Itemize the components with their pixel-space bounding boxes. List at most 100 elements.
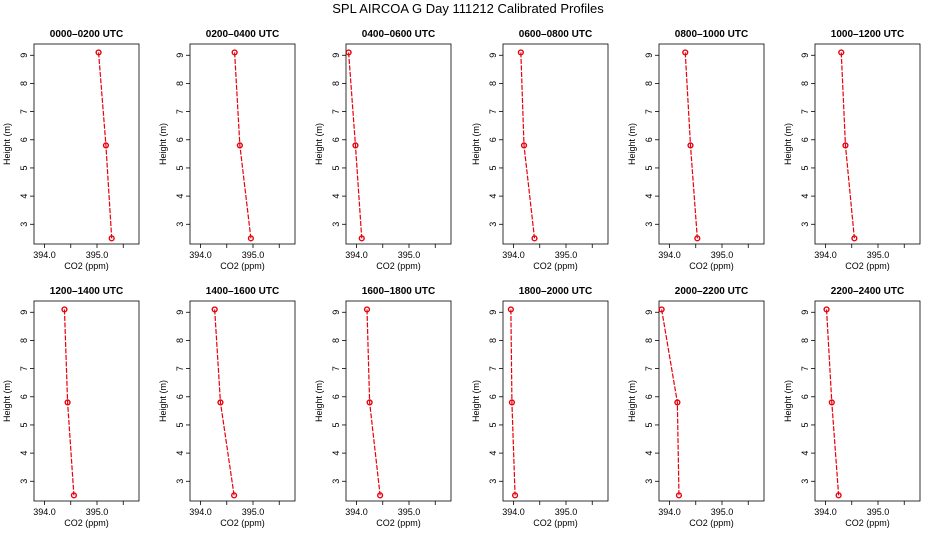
plot-frame — [502, 300, 609, 502]
profile-line — [214, 309, 235, 496]
plot-frame — [33, 43, 140, 245]
y-tick-label: 5 — [19, 165, 29, 170]
plot-frame — [814, 300, 921, 502]
y-axis-label: Height (m) — [158, 123, 168, 165]
y-tick-label: 9 — [800, 310, 810, 315]
y-tick-label: 5 — [488, 165, 498, 170]
y-tick-label: 8 — [644, 81, 654, 86]
panel: 2000–2200 UTC 3 4 5 6 7 8 9 Height (m) 394.0 395.0… — [627, 286, 765, 528]
profile-line — [840, 52, 855, 239]
y-axis-label: Height (m) — [314, 123, 324, 165]
profile-line — [348, 52, 363, 239]
x-tick-label: 395.0 — [867, 507, 890, 517]
y-tick-label: 8 — [800, 338, 810, 343]
y-tick-label: 3 — [488, 222, 498, 227]
y-tick-label: 7 — [19, 109, 29, 114]
x-tick-label: 395.0 — [86, 507, 109, 517]
x-tick-label: 394.0 — [345, 507, 368, 517]
data-point — [345, 49, 352, 56]
panel-title: 1400–1600 UTC — [206, 286, 279, 297]
y-tick-label: 4 — [331, 194, 341, 199]
panel: 0400–0600 UTC 3 4 5 6 7 8 9 Height (m) 394.0 395.0… — [314, 29, 452, 271]
y-tick-label: 8 — [644, 338, 654, 343]
data-point — [835, 492, 842, 499]
y-tick-label: 4 — [175, 451, 185, 456]
x-axis-label: CO2 (ppm) — [64, 261, 109, 271]
panel-title: 1000–1200 UTC — [831, 29, 904, 40]
panel: 0200–0400 UTC 3 4 5 6 7 8 9 Height (m) 394.0 395.0… — [158, 29, 296, 271]
y-tick-label: 5 — [19, 422, 29, 427]
y-tick-label: 5 — [800, 165, 810, 170]
data-point — [217, 399, 224, 406]
y-tick-label: 6 — [800, 137, 810, 142]
y-tick-label: 9 — [800, 53, 810, 58]
panel-title: 2200–2400 UTC — [831, 286, 904, 297]
y-tick-label: 4 — [644, 451, 654, 456]
data-point — [842, 142, 849, 149]
panel-title: 0800–1000 UTC — [675, 29, 748, 40]
panels-group: 0000–0200 UTC 3 4 5 6 7 8 9 Height (m) 394.0 395.0… — [2, 29, 921, 528]
y-tick-label: 3 — [175, 222, 185, 227]
y-tick-label: 3 — [19, 479, 29, 484]
y-tick-label: 6 — [488, 394, 498, 399]
y-tick-label: 5 — [644, 165, 654, 170]
y-tick-label: 7 — [488, 109, 498, 114]
y-tick-label: 6 — [19, 137, 29, 142]
data-point — [687, 142, 694, 149]
profile-line — [97, 52, 113, 239]
y-tick-label: 9 — [331, 310, 341, 315]
x-tick-label: 394.0 — [814, 507, 837, 517]
y-tick-label: 9 — [175, 53, 185, 58]
x-tick-label: 395.0 — [711, 507, 734, 517]
y-tick-label: 6 — [644, 394, 654, 399]
profile-line — [234, 52, 252, 239]
plot-frame — [658, 300, 765, 502]
x-axis-label: CO2 (ppm) — [689, 261, 734, 271]
y-tick-label: 7 — [175, 366, 185, 371]
x-tick-label: 395.0 — [555, 507, 578, 517]
y-tick-label: 3 — [175, 479, 185, 484]
data-point — [682, 49, 689, 56]
data-point — [211, 306, 218, 313]
panel-title: 2000–2200 UTC — [675, 286, 748, 297]
y-tick-label: 7 — [19, 366, 29, 371]
y-tick-label: 6 — [331, 137, 341, 142]
y-tick-label: 6 — [175, 394, 185, 399]
plot-frame — [502, 43, 609, 245]
profile-line — [661, 309, 680, 496]
x-axis-label: CO2 (ppm) — [376, 261, 421, 271]
plot-frame — [814, 43, 921, 245]
y-axis-label: Height (m) — [627, 380, 637, 422]
y-tick-label: 8 — [19, 81, 29, 86]
data-point — [531, 235, 538, 242]
x-axis-label: CO2 (ppm) — [220, 518, 265, 528]
y-tick-label: 4 — [175, 194, 185, 199]
data-point — [70, 492, 78, 499]
data-point — [236, 142, 243, 149]
data-point — [108, 235, 115, 242]
plot-frame — [658, 43, 765, 245]
y-tick-label: 4 — [19, 194, 29, 199]
y-tick-label: 5 — [175, 165, 185, 170]
profile-line — [684, 52, 698, 239]
y-tick-label: 7 — [800, 366, 810, 371]
panel-title: 0000–0200 UTC — [50, 29, 123, 40]
data-point — [377, 492, 384, 499]
x-tick-label: 395.0 — [555, 250, 578, 260]
y-tick-label: 7 — [488, 366, 498, 371]
x-tick-label: 394.0 — [189, 507, 212, 517]
panel-title: 0600–0800 UTC — [519, 29, 592, 40]
x-axis-label: CO2 (ppm) — [533, 261, 578, 271]
y-axis-label: Height (m) — [314, 380, 324, 422]
profile-line — [510, 309, 516, 496]
x-tick-label: 394.0 — [814, 250, 837, 260]
y-tick-label: 6 — [175, 137, 185, 142]
x-tick-label: 394.0 — [33, 507, 56, 517]
x-axis-label: CO2 (ppm) — [845, 261, 890, 271]
panel: 2200–2400 UTC 3 4 5 6 7 8 9 Height (m) 394.0 395.0… — [783, 286, 921, 528]
y-tick-label: 3 — [331, 222, 341, 227]
x-tick-label: 395.0 — [86, 250, 109, 260]
y-tick-label: 8 — [331, 338, 341, 343]
y-tick-label: 9 — [644, 310, 654, 315]
data-point — [352, 142, 359, 149]
